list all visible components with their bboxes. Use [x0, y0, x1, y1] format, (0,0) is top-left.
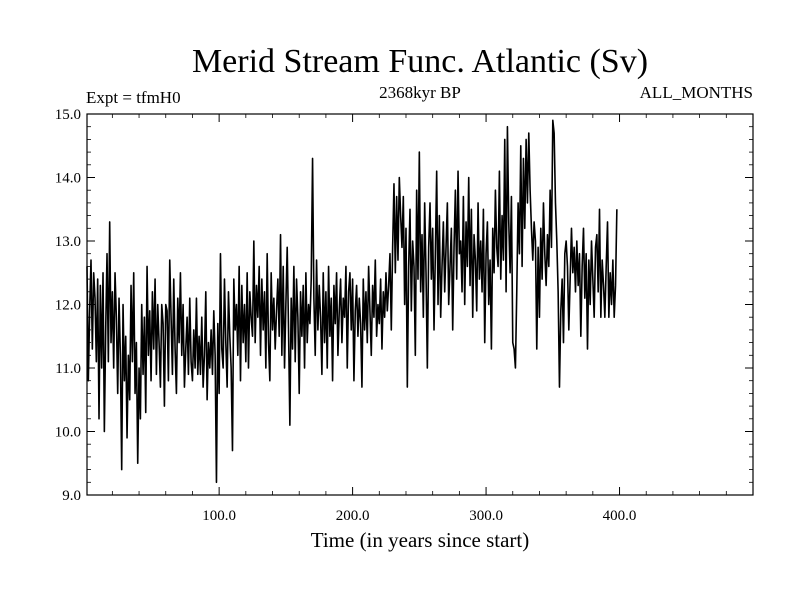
experiment-label: Expt = tfmH0 [86, 88, 181, 107]
x-axis-label: Time (in years since start) [311, 528, 530, 552]
x-tick-label: 100.0 [202, 508, 236, 524]
period-label: 2368kyr BP [379, 83, 461, 102]
x-tick-label: 300.0 [469, 508, 503, 524]
y-tick-label: 12.0 [55, 298, 81, 314]
x-tick-label: 400.0 [603, 508, 637, 524]
x-tick-label: 200.0 [336, 508, 370, 524]
plot-frame [86, 113, 754, 496]
y-tick-label: 11.0 [55, 361, 81, 377]
y-tick-label: 13.0 [55, 234, 81, 250]
y-tick-label: 10.0 [55, 425, 81, 441]
y-tick-label: 15.0 [55, 107, 81, 123]
series-line [86, 119, 618, 484]
months-label: ALL_MONTHS [640, 83, 753, 102]
y-tick-label: 9.0 [62, 488, 81, 504]
chart-title: Merid Stream Func. Atlantic (Sv) [192, 43, 648, 80]
y-tick-label: 14.0 [55, 171, 81, 187]
